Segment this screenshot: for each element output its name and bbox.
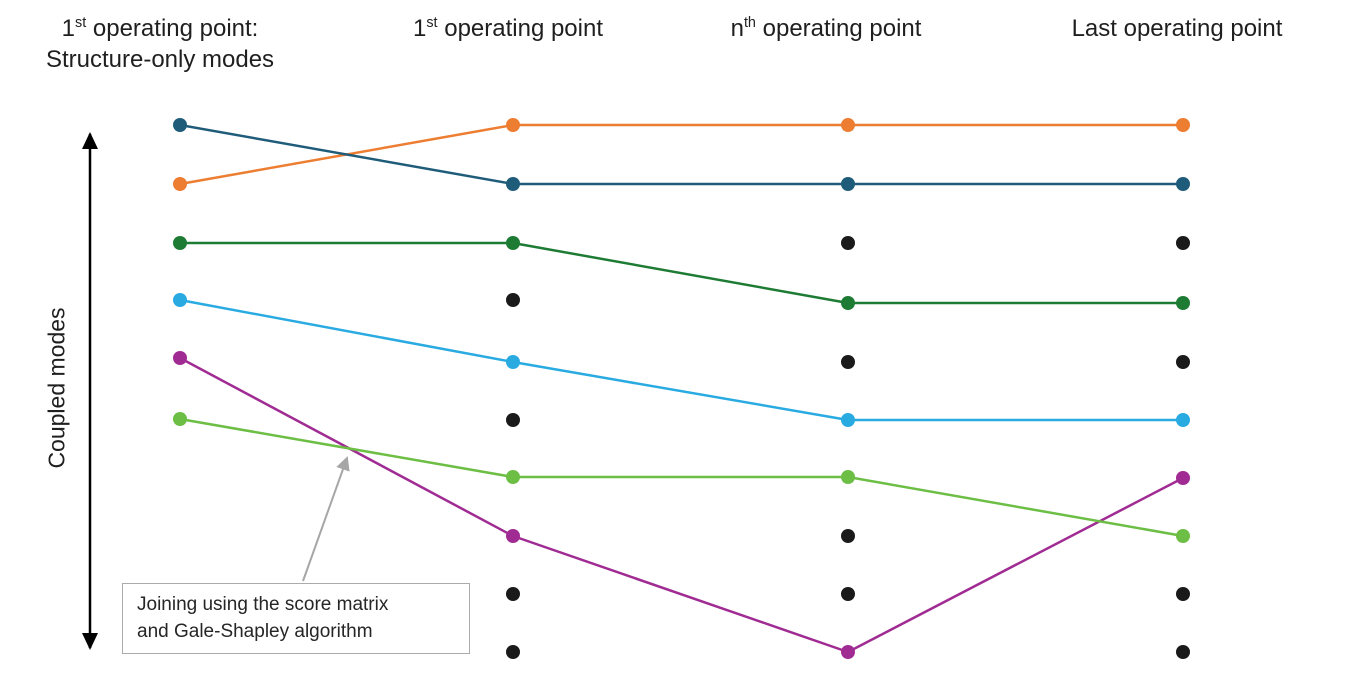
mode-dot-light-blue-mode [1176,413,1190,427]
unmatched-mode-dot [841,529,855,543]
header-col2-line1: 1st operating point [412,15,604,42]
mode-dot-dark-blue-mode [506,177,520,191]
mode-dot-magenta-mode [841,645,855,659]
mode-dot-light-green-mode [841,470,855,484]
header-col1-line2: Structure-only modes [45,45,275,73]
unmatched-mode-dot [841,587,855,601]
unmatched-mode-dot [841,355,855,369]
mode-dot-light-blue-mode [841,413,855,427]
mode-dot-dark-green-mode [506,236,520,250]
unmatched-mode-dot [841,236,855,250]
mode-dot-orange-mode [841,118,855,132]
unmatched-mode-dot [1176,645,1190,659]
mode-dot-dark-green-mode [841,296,855,310]
coupled-modes-label: Coupled modes [43,307,70,469]
mode-dot-orange-mode [173,177,187,191]
mode-dot-light-green-mode [506,470,520,484]
header-col4-line1: Last operating point [1071,15,1283,42]
mode-dot-light-green-mode [1176,529,1190,543]
mode-dot-magenta-mode [506,529,520,543]
mode-dot-magenta-mode [1176,471,1190,485]
unmatched-mode-dot [1176,587,1190,601]
mode-dot-dark-blue-mode [173,118,187,132]
unmatched-mode-dot [506,645,520,659]
mode-dot-orange-mode [506,118,520,132]
mode-line-dark-green-mode [180,241,1183,305]
annotation-arrow-icon [302,456,350,582]
header-col3-line1: nth operating point [730,15,922,42]
mode-series-layer [173,118,1190,659]
mode-line-orange-mode [179,123,1183,186]
header-col3-nth-op: nth operating point [666,14,986,45]
unmatched-mode-dot [506,413,520,427]
header-col1-structure-only: 1st operating point: Structure-only mode… [0,14,320,75]
mode-dot-dark-green-mode [173,236,187,250]
unmatched-dots-layer [506,236,1190,659]
mode-line-dark-blue-mode [179,123,1183,186]
mode-dot-light-green-mode [173,412,187,426]
annotation-line2: and Gale-Shapley algorithm [137,620,373,642]
mode-dot-light-blue-mode [506,355,520,369]
mode-dot-magenta-mode [173,351,187,365]
header-col2-first-op: 1st operating point [348,14,668,45]
annotation-box: Joining using the score matrix and Gale-… [122,583,470,655]
unmatched-mode-dot [506,587,520,601]
mode-dot-light-blue-mode [173,293,187,307]
mode-dot-dark-blue-mode [841,177,855,191]
unmatched-mode-dot [506,293,520,307]
unmatched-mode-dot [1176,236,1190,250]
mode-dot-orange-mode [1176,118,1190,132]
mode-line-light-blue-mode [179,298,1183,422]
mode-dot-dark-blue-mode [1176,177,1190,191]
unmatched-mode-dot [1176,355,1190,369]
annotation-line1: Joining using the score matrix [137,594,389,615]
header-col4-last-op: Last operating point [1017,14,1337,45]
header-col1-line1: 1st operating point: [61,15,259,42]
mode-dot-dark-green-mode [1176,296,1190,310]
mode-line-light-green-mode [179,417,1184,538]
